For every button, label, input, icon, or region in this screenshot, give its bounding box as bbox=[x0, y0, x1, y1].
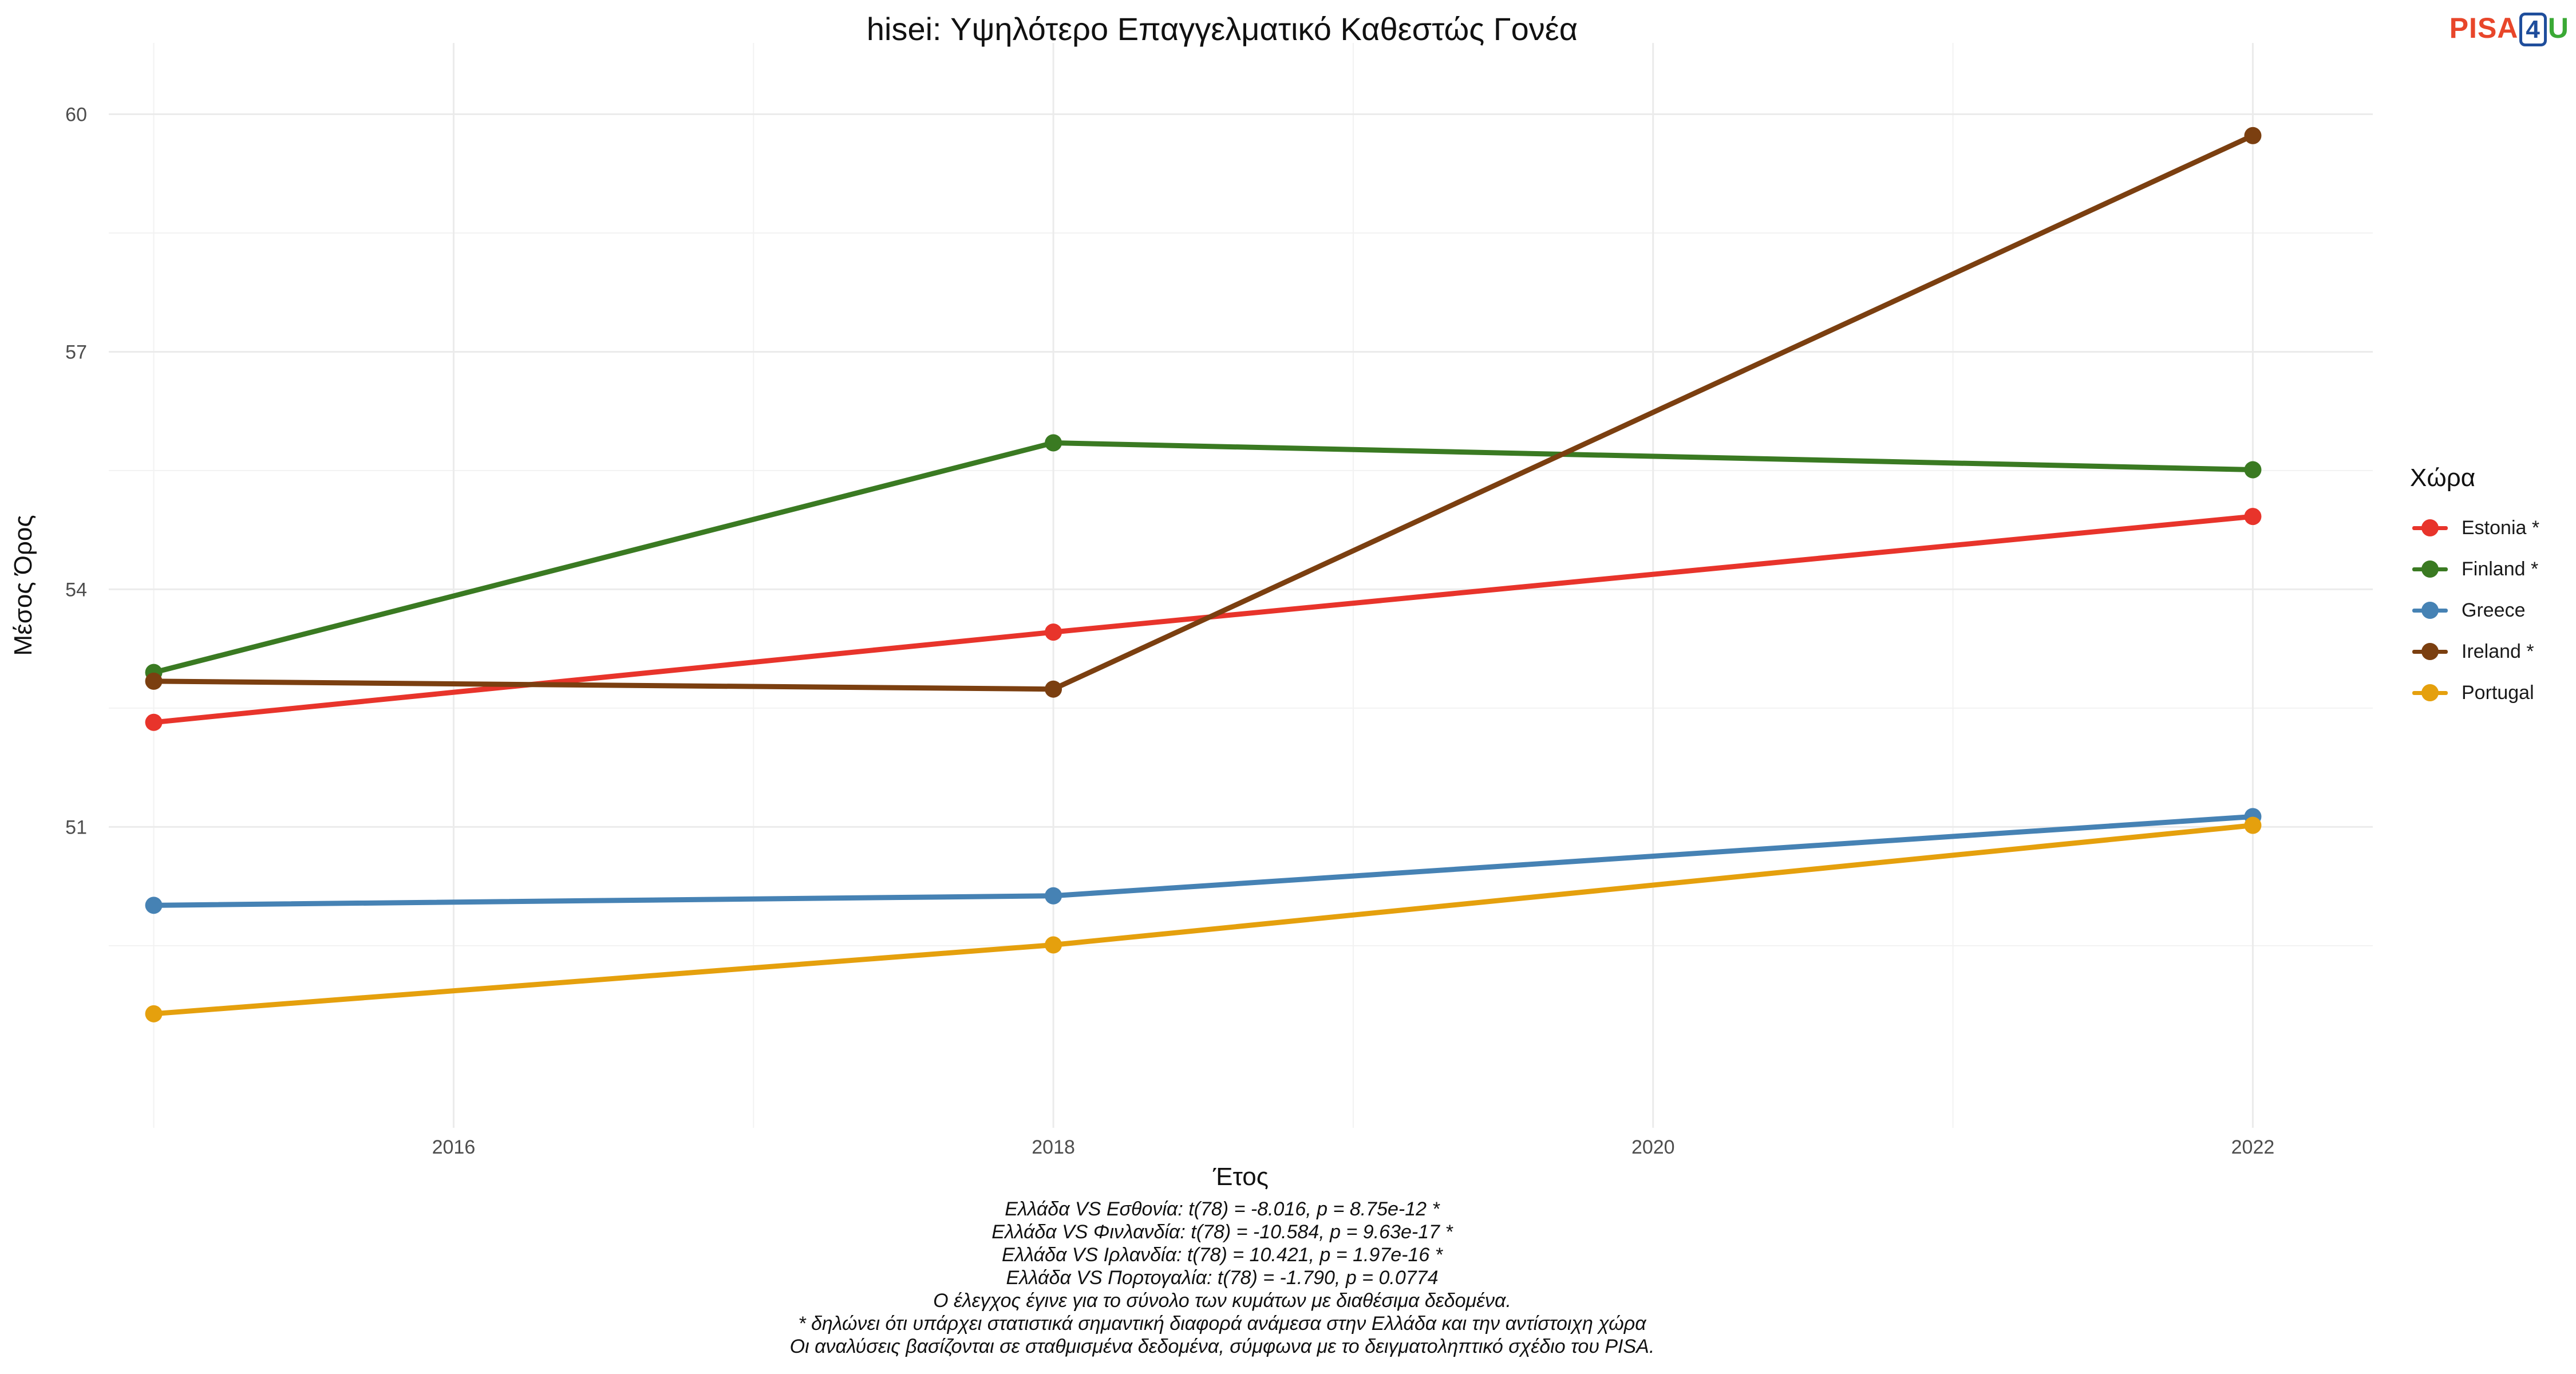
series-line-greece bbox=[151, 814, 2255, 908]
caption-line: Οι αναλύσεις βασίζονται σε σταθμισμένα δ… bbox=[789, 1336, 1655, 1357]
legend-key-finland bbox=[2410, 558, 2450, 581]
legend: Χώρα Estonia * Finland * Greece Ireland * Po… bbox=[2410, 464, 2539, 713]
legend-label: Portugal bbox=[2462, 681, 2534, 704]
data-point-portugal bbox=[145, 1005, 163, 1022]
caption-line: Ελλάδα VS Εσθονία: t(78) = -8.016, p = 8… bbox=[1005, 1198, 1440, 1220]
data-point-portugal bbox=[1045, 936, 1062, 954]
logo-text-u: U bbox=[2547, 12, 2569, 44]
data-point-ireland bbox=[1045, 680, 1062, 698]
logo-text-pisa: PISA bbox=[2449, 12, 2519, 44]
data-point-greece bbox=[145, 897, 163, 914]
legend-key-estonia bbox=[2410, 516, 2450, 539]
x-axis-ticks: 2016 2018 2020 2022 bbox=[432, 1136, 2275, 1158]
y-tick-label: 51 bbox=[65, 816, 87, 838]
legend-item-greece: Greece bbox=[2410, 590, 2539, 631]
chart-title: hisei: Υψηλότερο Επαγγελματικό Καθεστώς … bbox=[866, 11, 1578, 47]
legend-key-ireland bbox=[2410, 640, 2450, 663]
caption-line: Ελλάδα VS Φινλανδία: t(78) = -10.584, p … bbox=[991, 1221, 1453, 1243]
legend-item-finland: Finland * bbox=[2410, 548, 2539, 590]
series-line-portugal bbox=[151, 823, 2255, 1017]
series-line-finland bbox=[151, 440, 2255, 676]
caption-line: Ο έλεγχος έγινε για το σύνολο των κυμάτω… bbox=[933, 1290, 1511, 1312]
legend-item-estonia: Estonia * bbox=[2410, 507, 2539, 548]
series-points bbox=[145, 127, 2262, 1022]
data-point-greece bbox=[1045, 887, 1062, 905]
legend-item-ireland: Ireland * bbox=[2410, 631, 2539, 672]
legend-label: Estonia * bbox=[2462, 516, 2540, 539]
logo-text-4: 4 bbox=[2519, 13, 2547, 46]
data-point-estonia bbox=[145, 713, 163, 731]
legend-item-portugal: Portugal bbox=[2410, 672, 2539, 713]
data-point-finland bbox=[2244, 461, 2262, 479]
y-axis-title: Μέσος Όρος bbox=[9, 515, 37, 656]
legend-items: Estonia * Finland * Greece Ireland * Portuga… bbox=[2410, 507, 2539, 713]
data-point-portugal bbox=[2244, 816, 2262, 834]
legend-label: Finland * bbox=[2462, 558, 2539, 580]
x-tick-label: 2020 bbox=[1631, 1136, 1675, 1158]
data-point-ireland bbox=[2244, 127, 2262, 144]
legend-key-portugal bbox=[2410, 681, 2450, 704]
line-chart: 2016 2018 2020 2022 51 54 57 60 Έτος Μέσος Όρο… bbox=[9, 43, 2373, 1191]
data-point-estonia bbox=[1045, 623, 1062, 641]
x-axis-title: Έτος bbox=[1212, 1163, 1269, 1191]
caption-line: * δηλώνει ότι υπάρχει στατιστικά σημαντι… bbox=[798, 1313, 1646, 1334]
pisa4u-logo: PISA 4 U bbox=[2449, 11, 2569, 46]
series-lines bbox=[151, 133, 2255, 1017]
y-tick-label: 54 bbox=[65, 579, 87, 601]
data-point-estonia bbox=[2244, 508, 2262, 526]
caption-line: Ελλάδα VS Ιρλανδία: t(78) = 10.421, p = … bbox=[1002, 1244, 1443, 1266]
x-tick-label: 2016 bbox=[432, 1136, 476, 1158]
x-tick-label: 2022 bbox=[2231, 1136, 2275, 1158]
caption: Ελλάδα VS Εσθονία: t(78) = -8.016, p = 8… bbox=[0, 1198, 2444, 1358]
x-tick-label: 2018 bbox=[1032, 1136, 1075, 1158]
grid-major bbox=[109, 43, 2373, 1128]
y-tick-label: 60 bbox=[65, 104, 87, 125]
y-tick-label: 57 bbox=[65, 341, 87, 363]
legend-label: Ireland * bbox=[2462, 640, 2534, 662]
data-point-ireland bbox=[145, 672, 163, 690]
grid-minor bbox=[109, 43, 2373, 1128]
legend-key-greece bbox=[2410, 599, 2450, 622]
legend-title: Χώρα bbox=[2410, 464, 2476, 492]
y-axis-ticks: 51 54 57 60 bbox=[65, 104, 87, 838]
data-point-finland bbox=[1045, 434, 1062, 452]
legend-label: Greece bbox=[2462, 599, 2526, 621]
series-line-ireland bbox=[151, 133, 2255, 692]
caption-line: Ελλάδα VS Πορτογαλία: t(78) = -1.790, p … bbox=[1006, 1267, 1439, 1289]
